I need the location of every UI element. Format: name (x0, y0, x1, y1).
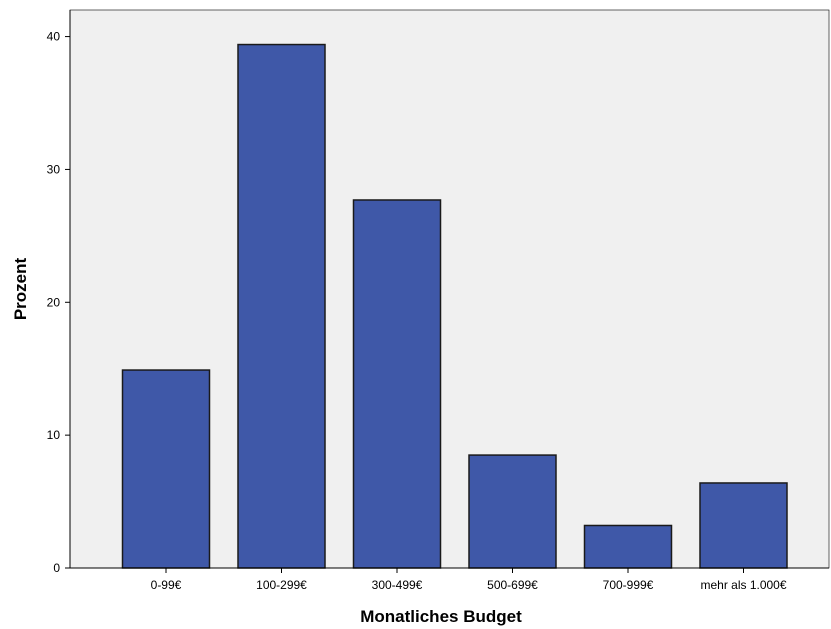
x-axis-title: Monatliches Budget (360, 607, 522, 626)
x-tick-label: mehr als 1.000€ (700, 578, 786, 592)
x-tick-label: 700-999€ (603, 578, 654, 592)
bar (468, 454, 557, 569)
y-tick-label: 30 (47, 162, 61, 176)
y-axis-title: Prozent (11, 257, 30, 320)
bar (583, 524, 673, 569)
x-tick-label: 500-699€ (487, 578, 538, 592)
y-tick-label: 0 (53, 561, 60, 575)
bar (121, 369, 211, 569)
y-tick-label: 20 (47, 295, 61, 309)
bar (699, 482, 788, 569)
x-tick-label: 100-299€ (256, 578, 307, 592)
y-tick-label: 10 (47, 428, 61, 442)
bar (237, 43, 326, 569)
y-tick-label: 40 (47, 30, 61, 44)
x-tick-label: 0-99€ (151, 578, 182, 592)
x-tick-label: 300-499€ (372, 578, 423, 592)
bar (352, 199, 442, 569)
